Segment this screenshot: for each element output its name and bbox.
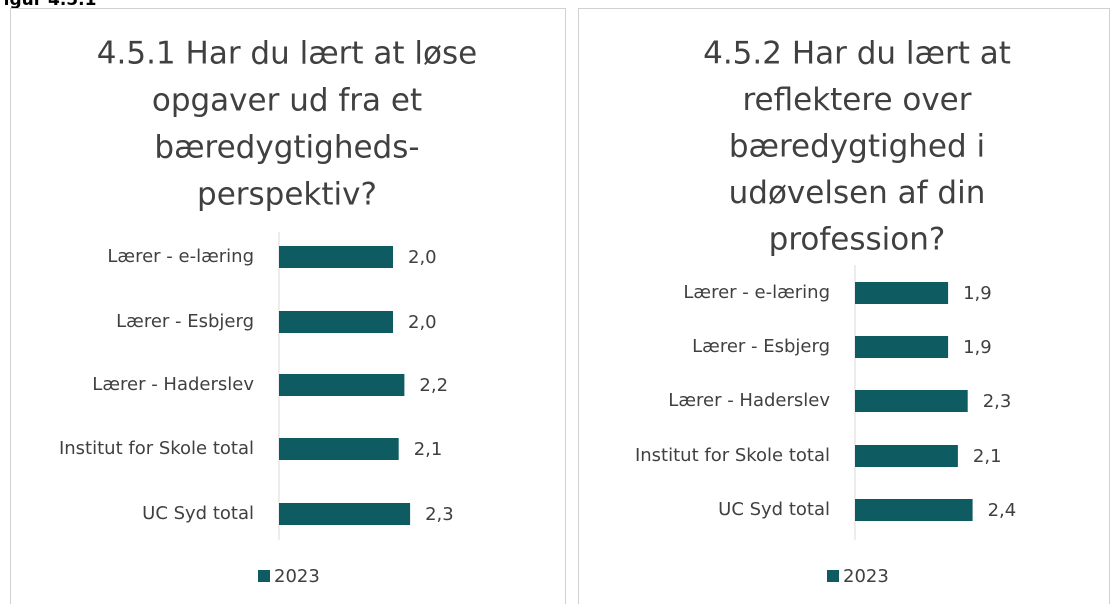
chart-title: bæredygtighed i [729,129,985,165]
chart-title: opgaver ud fra et [152,83,422,119]
chart-title: bæredygtigheds- [154,130,419,166]
category-label: Institut for Skole total [59,438,254,459]
category-label: Lærer - Esbjerg [116,311,254,332]
bar [279,503,411,525]
value-label: 2,4 [988,500,1017,521]
value-label: 1,9 [963,283,992,304]
bar [279,311,393,333]
bar [279,246,393,268]
category-label: Lærer - e-læring [107,246,254,267]
chart-title: 4.5.2 Har du lært at [703,36,1011,72]
bar [279,438,399,460]
value-label: 2,1 [973,446,1002,467]
panel [10,8,566,604]
bar [855,336,949,358]
category-label: Lærer - Haderslev [668,390,830,411]
category-label: Institut for Skole total [635,445,830,466]
bar [855,445,958,467]
value-label: 2,3 [983,391,1012,412]
bar [855,282,949,304]
value-label: 2,0 [408,312,437,333]
value-label: 2,1 [414,439,443,460]
legend-label: 2023 [274,566,320,587]
panel [578,8,1110,604]
value-label: 2,0 [408,247,437,268]
value-label: 1,9 [963,337,992,358]
value-label: 2,2 [419,375,448,396]
category-label: UC Syd total [718,499,830,520]
bar [855,499,973,521]
legend-swatch [258,570,270,582]
bar [279,374,405,396]
chart-title: udøvelsen af din [729,175,986,211]
chart-title: profession? [769,222,946,258]
chart-title: reflektere over [742,82,971,118]
bar [855,390,968,412]
figure-label: Figur 4.5.1 [0,0,96,10]
value-label: 2,3 [425,504,454,525]
category-label: UC Syd total [142,503,254,524]
category-label: Lærer - Haderslev [92,374,254,395]
category-label: Lærer - Esbjerg [692,336,830,357]
legend-swatch [827,570,839,582]
category-label: Lærer - e-læring [683,282,830,303]
legend-label: 2023 [843,566,889,587]
chart-title: perspektiv? [197,177,377,213]
chart-title: 4.5.1 Har du lært at løse [97,36,477,72]
